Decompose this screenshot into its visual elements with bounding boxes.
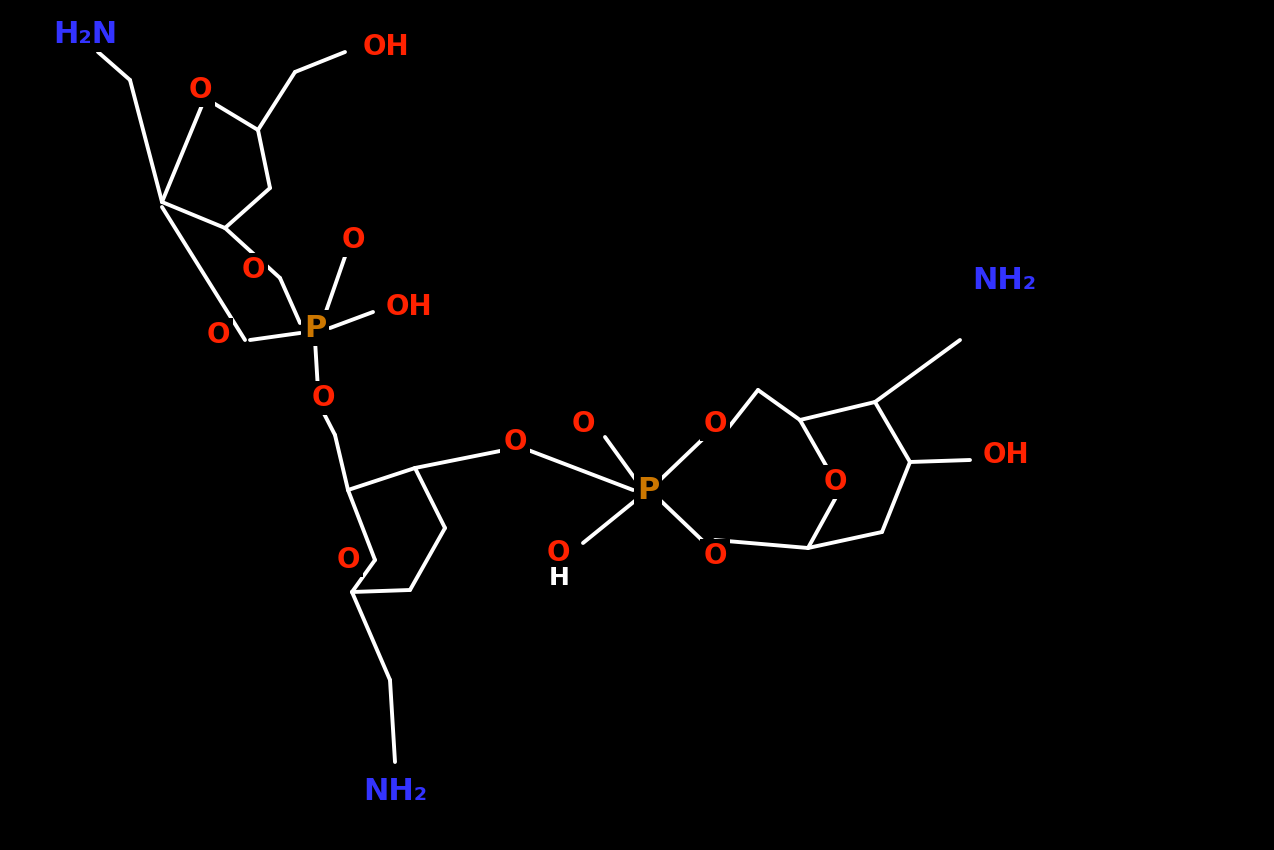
Text: OH: OH	[984, 441, 1029, 469]
Text: OH: OH	[386, 293, 433, 321]
Text: H₂N: H₂N	[54, 20, 117, 48]
Text: NH₂: NH₂	[363, 778, 427, 807]
Text: NH₂: NH₂	[972, 265, 1036, 294]
Text: P: P	[304, 314, 326, 343]
Text: O: O	[503, 428, 526, 456]
Text: O: O	[206, 321, 231, 349]
Text: O: O	[336, 546, 361, 574]
Text: O: O	[572, 410, 595, 438]
Text: P: P	[637, 475, 659, 505]
Text: O: O	[311, 384, 335, 412]
Text: OH: OH	[363, 33, 410, 61]
Text: O: O	[341, 226, 364, 254]
Text: O: O	[189, 76, 211, 104]
Text: H: H	[549, 566, 569, 590]
Text: O: O	[703, 542, 726, 570]
Text: O: O	[547, 539, 569, 567]
Text: O: O	[703, 410, 726, 438]
Text: O: O	[242, 256, 265, 284]
Text: O: O	[823, 468, 847, 496]
